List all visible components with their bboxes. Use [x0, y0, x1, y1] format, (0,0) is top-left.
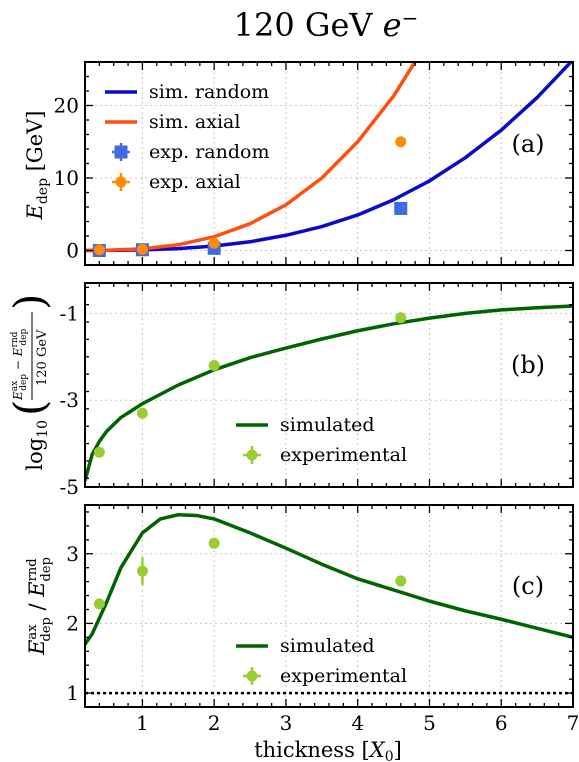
data-point-circle: [395, 136, 407, 148]
legend-label: simulated: [280, 635, 375, 657]
x-tick-label: 5: [423, 711, 436, 735]
x-tick-label: 7: [567, 711, 579, 735]
x-tick-label: 2: [208, 711, 221, 735]
data-point-circle: [136, 565, 148, 577]
svg-text:Eaxdep / Ernddep: Eaxdep / Ernddep: [25, 557, 54, 656]
series-group: [85, 304, 573, 481]
y-tick-label: -1: [60, 301, 79, 325]
legend-marker: [115, 176, 127, 188]
data-point-circle: [93, 244, 105, 256]
svg-text:log10: log10: [23, 420, 51, 471]
panel-tag: (c): [512, 572, 544, 600]
x-tick-label: 3: [280, 711, 293, 735]
x-tick-label: 6: [495, 711, 508, 735]
y-tick-label: -5: [60, 475, 79, 499]
data-point-circle: [395, 312, 407, 324]
legend-label: sim. axial: [149, 111, 240, 133]
legend-marker: [246, 449, 258, 461]
legend-marker: [114, 145, 128, 159]
y-tick-label: 0: [66, 239, 79, 263]
legend-marker: [246, 670, 258, 682]
data-point-square: [394, 201, 408, 215]
y-tick-label: -3: [60, 388, 79, 412]
y-tick-label: 1: [66, 681, 79, 705]
legend-label: sim. random: [149, 81, 269, 103]
svg-text:): ): [5, 294, 54, 310]
panel-tag: (b): [511, 351, 545, 379]
data-point-circle: [136, 407, 148, 419]
panel-c: 1 2 3 (c) simulated experimental: [66, 504, 574, 708]
data-point-circle: [208, 537, 220, 549]
svg-text:120 GeV: 120 GeV: [35, 329, 50, 386]
data-point-circle: [93, 446, 105, 458]
y-tick-label: 3: [66, 542, 79, 566]
legend-label: exp. axial: [149, 171, 241, 193]
legend-label: experimental: [280, 444, 407, 466]
panel-tag: (a): [511, 130, 544, 158]
series-group: [85, 513, 573, 646]
svg-text:(: (: [5, 400, 54, 416]
legend-label: simulated: [280, 414, 375, 436]
series-line-sim-random: [85, 62, 573, 253]
data-point-circle: [395, 575, 407, 587]
chart-title: 120 GeV e−: [234, 6, 419, 44]
series-line-simulated: [85, 304, 573, 481]
x-tick-labels: 1 2 3 4 5 6 7: [136, 711, 579, 735]
y-axis-label-a: Edep [GeV]: [23, 111, 51, 221]
y-tick-label: 10: [54, 166, 79, 190]
data-point-circle: [208, 359, 220, 371]
legend-label: experimental: [280, 665, 407, 687]
svg-text:Eaxdep − Ernddep: Eaxdep − Ernddep: [10, 329, 29, 401]
y-tick-label: 20: [54, 94, 79, 118]
y-axis-label-b: log10 ( Eaxdep − Ernddep 120 GeV ): [5, 294, 54, 471]
y-tick-label: 2: [66, 611, 79, 635]
x-tick-label: 1: [136, 711, 149, 735]
series-line-simulated: [85, 513, 573, 646]
panel-b: -5 -3 -1 (b) simulated experimental: [60, 282, 574, 499]
data-point-circle: [136, 243, 148, 255]
data-point-circle: [208, 237, 220, 249]
legend-label: exp. random: [149, 141, 269, 163]
y-axis-label-c: Eaxdep / Ernddep: [25, 557, 54, 656]
x-axis-label: thickness [X0]: [254, 738, 402, 762]
data-point-circle: [93, 598, 105, 610]
x-tick-label: 4: [351, 711, 364, 735]
panel-a: 0 10 20 (a) sim. random sim. axial exp. random…: [54, 61, 574, 266]
